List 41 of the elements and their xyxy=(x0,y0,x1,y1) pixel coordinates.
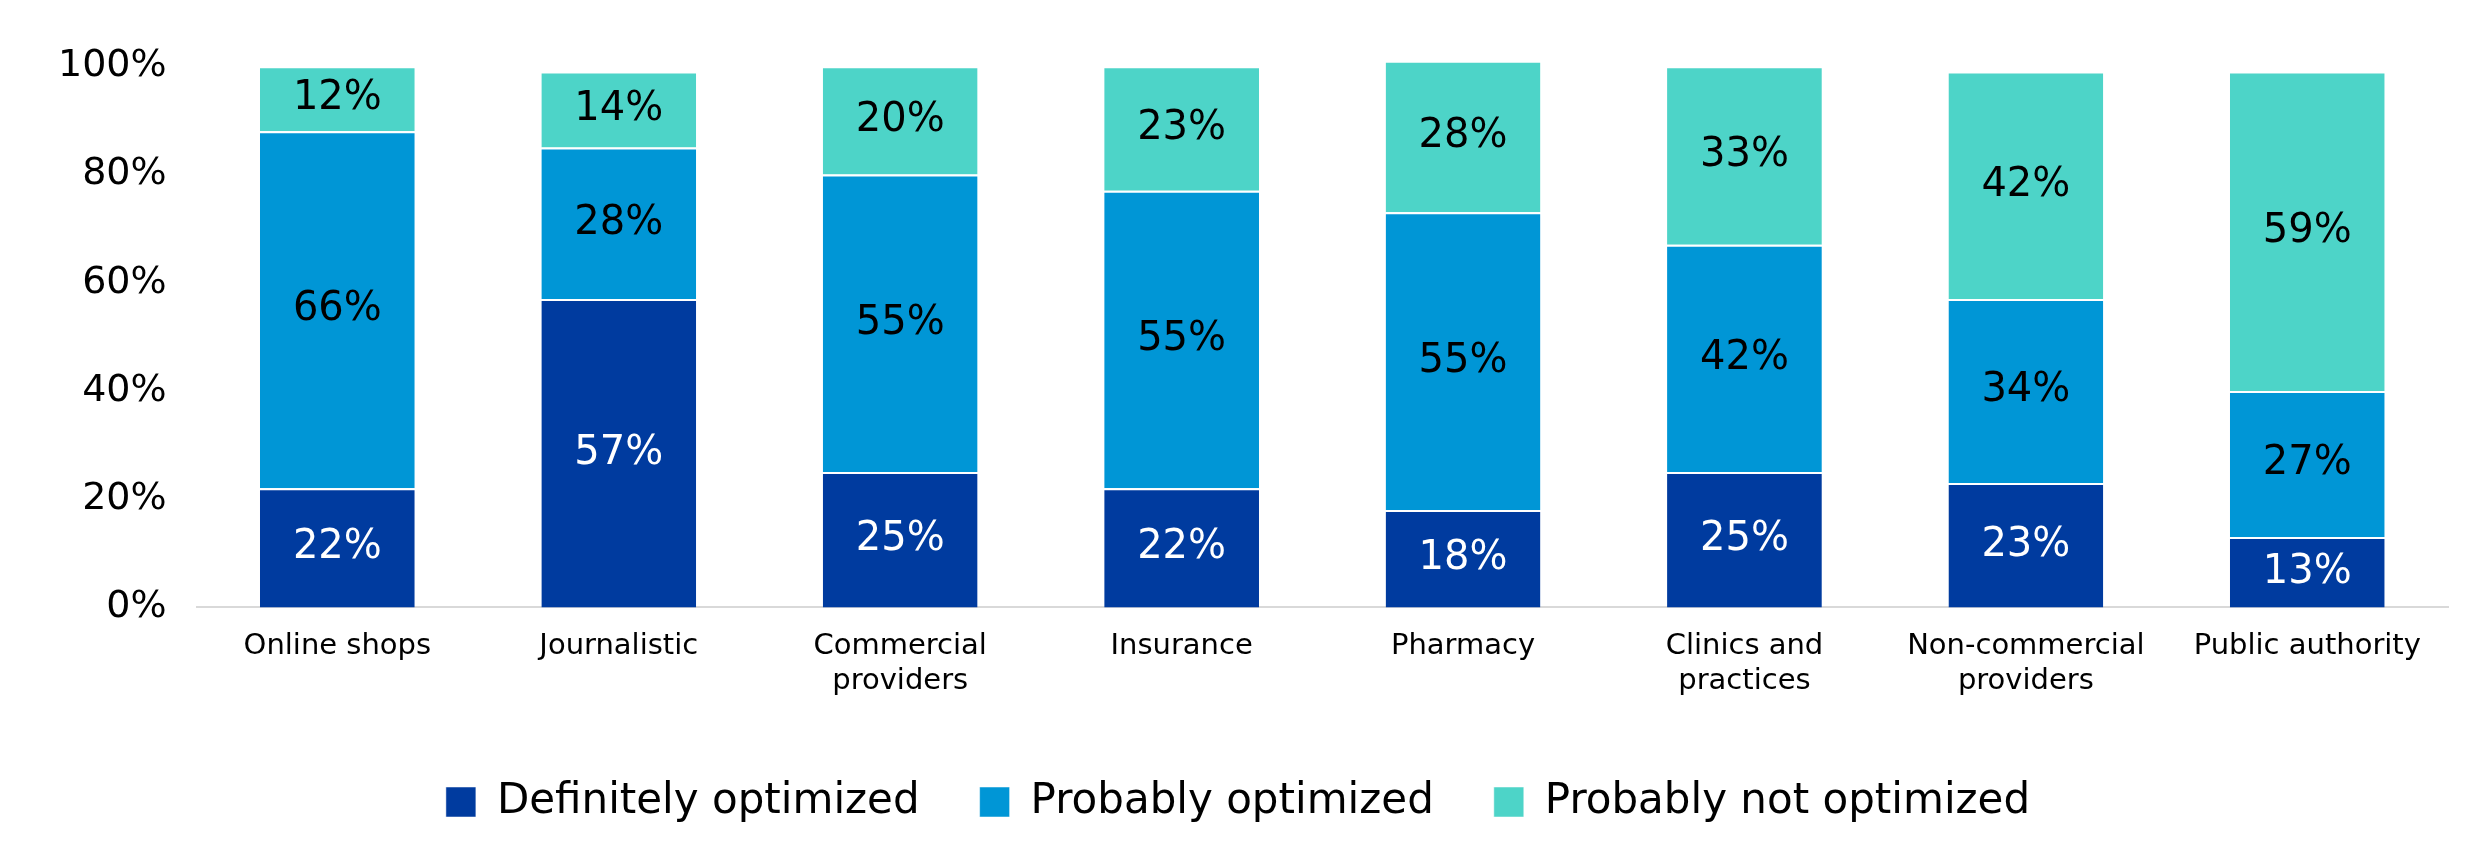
x-tick-label: Non-commercial providers xyxy=(1907,627,2145,697)
data-label: 59% xyxy=(2262,204,2352,251)
data-label: 55% xyxy=(1137,312,1227,359)
data-label: 28% xyxy=(1418,109,1508,156)
y-tick-label: 0% xyxy=(106,582,167,627)
data-label: 57% xyxy=(574,426,664,473)
legend-label: Definitely optimized xyxy=(496,773,920,823)
data-label: 20% xyxy=(855,93,945,140)
x-tick-label: Journalistic xyxy=(537,627,699,662)
data-label: 22% xyxy=(292,521,382,568)
data-label: 23% xyxy=(1981,518,2071,565)
x-tick-label: Pharmacy xyxy=(1390,627,1536,662)
data-label: 25% xyxy=(1700,513,1789,560)
legend-label: Probably not optimized xyxy=(1544,773,2031,823)
data-label: 25% xyxy=(855,513,945,560)
y-tick-label: 80% xyxy=(82,149,167,194)
data-label: 14% xyxy=(574,82,664,129)
data-label: 34% xyxy=(1981,364,2071,411)
data-label: 42% xyxy=(1981,158,2071,205)
data-label: 27% xyxy=(2262,437,2352,484)
data-label: 13% xyxy=(2262,545,2352,592)
x-tick-label: Clinics and practices xyxy=(1665,627,1824,697)
data-label: 22% xyxy=(1137,521,1227,568)
data-label: 55% xyxy=(1418,334,1508,381)
data-label: 42% xyxy=(1700,331,1789,378)
y-tick-label: 60% xyxy=(82,257,167,302)
x-tick-label: Online shops xyxy=(243,627,432,662)
y-tick-label: 40% xyxy=(82,365,167,410)
y-tick-label: 100% xyxy=(58,41,167,86)
data-label: 18% xyxy=(1418,532,1508,579)
legend-label: Probably optimized xyxy=(1030,773,1434,823)
data-label: 55% xyxy=(855,296,945,343)
data-label: 33% xyxy=(1700,128,1789,175)
x-tick-label: Commercial providers xyxy=(813,627,987,697)
data-label: 23% xyxy=(1137,101,1227,148)
x-tick-label: Insurance xyxy=(1110,627,1253,662)
data-label: 12% xyxy=(292,72,382,119)
data-label: 66% xyxy=(292,283,382,330)
data-label: 28% xyxy=(574,196,664,243)
x-tick-label: Public authority xyxy=(2193,627,2421,662)
y-tick-label: 20% xyxy=(82,474,167,519)
